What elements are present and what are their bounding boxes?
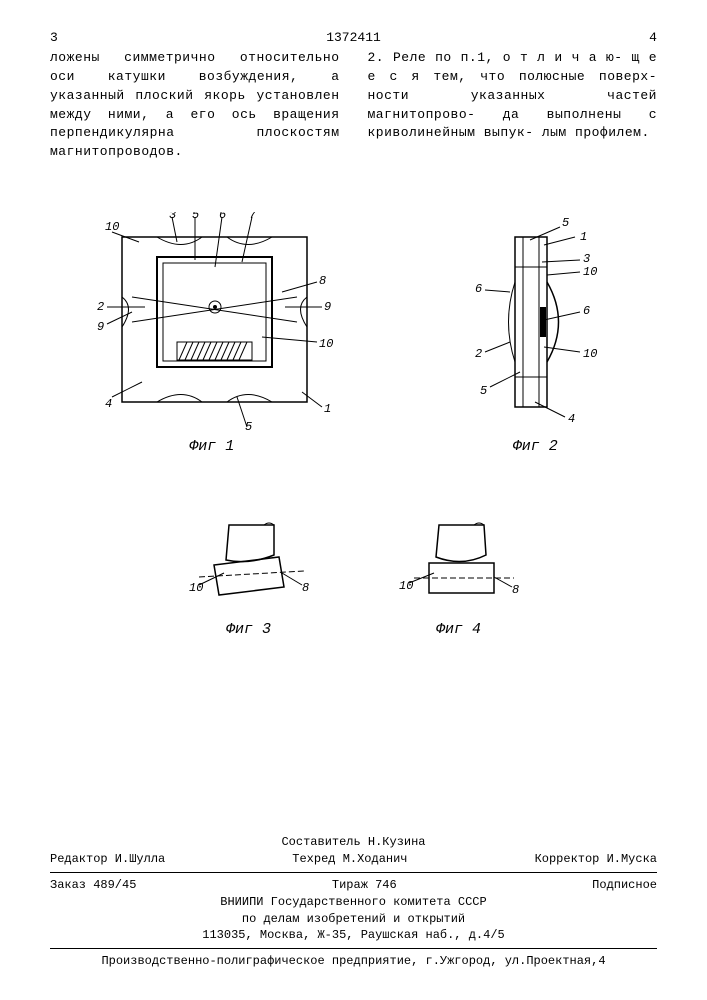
footer-order: Заказ 489/45 xyxy=(50,877,136,894)
fig1-caption: Фиг 1 xyxy=(87,438,337,455)
figure-1: 10 3 5 6 7 8 2 9 9 4 10 5 1 Фиг 1 xyxy=(87,212,337,455)
svg-text:1: 1 xyxy=(324,402,331,416)
svg-text:1: 1 xyxy=(580,230,587,244)
column-right: 2. Реле по п.1, о т л и ч а ю- щ е е с я… xyxy=(368,49,658,162)
svg-text:5: 5 xyxy=(480,384,487,398)
footer-divider-2 xyxy=(50,948,657,949)
fig4-caption: Фиг 4 xyxy=(394,621,524,638)
figure-2: 5 1 3 10 6 2 5 6 10 4 Фиг 2 xyxy=(450,212,620,455)
svg-text:4: 4 xyxy=(568,412,575,426)
figure-4-svg: 10 8 xyxy=(394,515,524,615)
footer-divider-1 xyxy=(50,872,657,873)
patent-number: 1372411 xyxy=(326,30,381,45)
fig2-caption: Фиг 2 xyxy=(450,438,620,455)
svg-text:9: 9 xyxy=(324,300,331,314)
figure-3: 10 8 Фиг 3 xyxy=(184,515,314,638)
svg-text:10: 10 xyxy=(105,220,119,234)
svg-text:5: 5 xyxy=(192,212,199,222)
svg-text:5: 5 xyxy=(245,420,252,432)
footer-compiler: Составитель Н.Кузина xyxy=(50,834,657,851)
footer-org2: по делам изобретений и открытий xyxy=(50,911,657,928)
svg-text:10: 10 xyxy=(189,581,203,595)
footer-editor: Редактор И.Шулла xyxy=(50,851,165,868)
page-num-right: 4 xyxy=(649,30,657,45)
svg-text:10: 10 xyxy=(583,265,597,279)
footer-printer: Производственно-полиграфическое предприя… xyxy=(50,953,657,970)
footer-credits: Редактор И.Шулла Техред М.Ходанич Коррек… xyxy=(50,851,657,868)
svg-text:10: 10 xyxy=(319,337,333,351)
figure-1-svg: 10 3 5 6 7 8 2 9 9 4 10 5 1 xyxy=(87,212,337,432)
svg-text:4: 4 xyxy=(105,397,112,411)
page-num-left: 3 xyxy=(50,30,58,45)
svg-text:6: 6 xyxy=(583,304,590,318)
header-row: 3 1372411 4 xyxy=(50,30,657,45)
footer-subscription: Подписное xyxy=(592,877,657,894)
footer-order-row: Заказ 489/45 Тираж 746 Подписное xyxy=(50,877,657,894)
svg-text:10: 10 xyxy=(399,579,413,593)
svg-text:3: 3 xyxy=(583,252,590,266)
para-right: 2. Реле по п.1, о т л и ч а ю- щ е е с я… xyxy=(368,49,658,143)
footer-techred: Техред М.Ходанич xyxy=(292,851,407,868)
svg-text:3: 3 xyxy=(169,212,176,222)
page: 3 1372411 4 ложены симметрично относител… xyxy=(0,0,707,1000)
svg-text:6: 6 xyxy=(475,282,482,296)
svg-text:8: 8 xyxy=(302,581,309,595)
svg-text:8: 8 xyxy=(512,583,519,597)
figure-3-svg: 10 8 xyxy=(184,515,314,615)
svg-text:5: 5 xyxy=(562,216,569,230)
column-left: ложены симметрично относительно оси кату… xyxy=(50,49,340,162)
svg-text:9: 9 xyxy=(97,320,104,334)
footer-address: 113035, Москва, Ж-35, Раушская наб., д.4… xyxy=(50,927,657,944)
fig3-caption: Фиг 3 xyxy=(184,621,314,638)
svg-text:8: 8 xyxy=(319,274,326,288)
svg-text:6: 6 xyxy=(219,212,226,222)
para-left: ложены симметрично относительно оси кату… xyxy=(50,49,340,162)
figures-row-2: 10 8 Фиг 3 10 8 Фиг 4 xyxy=(50,515,657,638)
footer-tirage: Тираж 746 xyxy=(332,877,397,894)
footer: Составитель Н.Кузина Редактор И.Шулла Те… xyxy=(50,834,657,970)
svg-text:2: 2 xyxy=(475,347,482,361)
text-columns: ложены симметрично относительно оси кату… xyxy=(50,49,657,162)
figures-row-1: 10 3 5 6 7 8 2 9 9 4 10 5 1 Фиг 1 xyxy=(50,212,657,455)
footer-corrector: Корректор И.Муска xyxy=(535,851,657,868)
footer-org1: ВНИИПИ Государственного комитета СССР xyxy=(50,894,657,911)
svg-text:10: 10 xyxy=(583,347,597,361)
figure-2-svg: 5 1 3 10 6 2 5 6 10 4 xyxy=(450,212,620,432)
svg-text:2: 2 xyxy=(97,300,104,314)
svg-text:7: 7 xyxy=(249,212,257,222)
figure-4: 10 8 Фиг 4 xyxy=(394,515,524,638)
